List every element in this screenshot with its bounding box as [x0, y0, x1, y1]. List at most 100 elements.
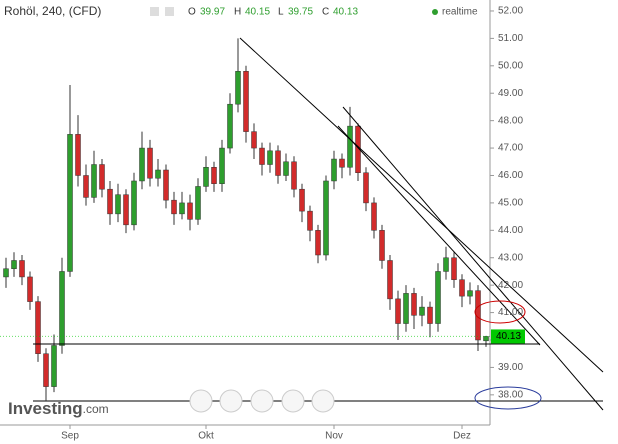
y-tick-label: 42.00 [498, 280, 523, 291]
candle-body [283, 161, 289, 176]
candle-body [419, 306, 425, 316]
y-tick-label: 38.00 [498, 389, 523, 400]
y-tick-label: 44.00 [498, 225, 523, 236]
candle-body [3, 268, 9, 278]
y-tick-label: 48.00 [498, 115, 523, 126]
y-tick-label: 43.00 [498, 252, 523, 263]
y-tick-label: 46.00 [498, 170, 523, 181]
candle-body [123, 194, 129, 226]
candle-body [451, 257, 457, 280]
trend-line [239, 37, 604, 373]
candle-body [91, 164, 97, 198]
candle-body [347, 125, 353, 168]
candle-body [307, 210, 313, 231]
candle-body [131, 180, 137, 226]
y-tick-label: 45.00 [498, 198, 523, 209]
y-tick-label: 51.00 [498, 33, 523, 44]
candle-body [459, 279, 465, 297]
x-tick-label: Nov [325, 431, 343, 442]
trend-line [342, 106, 604, 411]
candle-body [51, 345, 57, 387]
candle-body [299, 188, 305, 212]
candle-body [67, 134, 73, 272]
candle-body [483, 336, 489, 342]
ohlc-key: O [188, 7, 196, 18]
candle-body [339, 158, 345, 168]
candle-body [75, 134, 81, 176]
candle-body [155, 169, 161, 179]
candle-body [387, 260, 393, 300]
candle-body [395, 298, 401, 324]
nav-button[interactable] [189, 389, 213, 413]
nav-button[interactable] [250, 389, 274, 413]
candle-body [371, 202, 377, 231]
y-tick-label: 47.00 [498, 143, 523, 154]
candle-body [251, 131, 257, 149]
status-dot [432, 9, 438, 15]
ohlc-value: 39.75 [288, 7, 313, 18]
y-tick-label: 41.00 [498, 307, 523, 318]
candle-body [171, 199, 177, 215]
candle-body [195, 186, 201, 220]
candle-body [139, 147, 145, 182]
candle-body [115, 194, 121, 215]
nav-button[interactable] [281, 389, 305, 413]
icon [150, 7, 159, 16]
candle-body [147, 147, 153, 179]
y-tick-label: 50.00 [498, 60, 523, 71]
candle-body [43, 353, 49, 387]
x-tick-label: Dez [453, 431, 471, 442]
candle-body [35, 301, 41, 354]
candle-body [267, 150, 273, 165]
candle-body [411, 293, 417, 316]
candle-body [179, 202, 185, 215]
candle-body [235, 71, 241, 105]
highlight [474, 300, 526, 324]
ohlc-value: 39.97 [200, 7, 225, 18]
candle-body [99, 164, 105, 190]
ohlc-key: H [234, 7, 241, 18]
brand-name: Investing [8, 399, 83, 418]
candle-body [163, 169, 169, 201]
y-tick-label: 39.00 [498, 362, 523, 373]
last-price-label: 40.13 [496, 331, 521, 342]
candle-body [435, 271, 441, 324]
candle-body [187, 202, 193, 220]
y-tick-label: 49.00 [498, 88, 523, 99]
brand: Investing.com [8, 399, 109, 418]
ohlc-key: C [322, 7, 329, 18]
candle-body [363, 172, 369, 204]
candle-body [467, 290, 473, 297]
candle-body [443, 257, 449, 272]
trend-line [337, 125, 541, 346]
candle-body [107, 188, 113, 215]
candle-body [291, 161, 297, 190]
candle-body [259, 147, 265, 165]
candle-body [27, 276, 33, 302]
ohlc-value: 40.13 [333, 7, 358, 18]
x-tick-label: Okt [198, 431, 214, 442]
candle-body [243, 71, 249, 132]
highlight [474, 386, 542, 410]
nav-buttons [189, 389, 335, 413]
candle-body [403, 293, 409, 324]
status: realtime [442, 7, 478, 18]
candle-body [59, 271, 65, 346]
candle-body [323, 180, 329, 256]
chart-title: Rohöl, 240, (CFD) [4, 4, 101, 18]
candle-body [315, 230, 321, 256]
candle-body [19, 260, 25, 278]
candle-body [83, 175, 89, 198]
candle-body [331, 158, 337, 182]
nav-button[interactable] [219, 389, 243, 413]
x-tick-label: Sep [61, 431, 79, 442]
y-tick-label: 52.00 [498, 6, 523, 17]
candle-body [203, 167, 209, 187]
icon [165, 7, 174, 16]
ohlc-key: L [278, 7, 284, 18]
nav-button[interactable] [311, 389, 335, 413]
ohlc-value: 40.15 [245, 7, 270, 18]
candle-body [275, 150, 281, 176]
candle-body [379, 230, 385, 261]
